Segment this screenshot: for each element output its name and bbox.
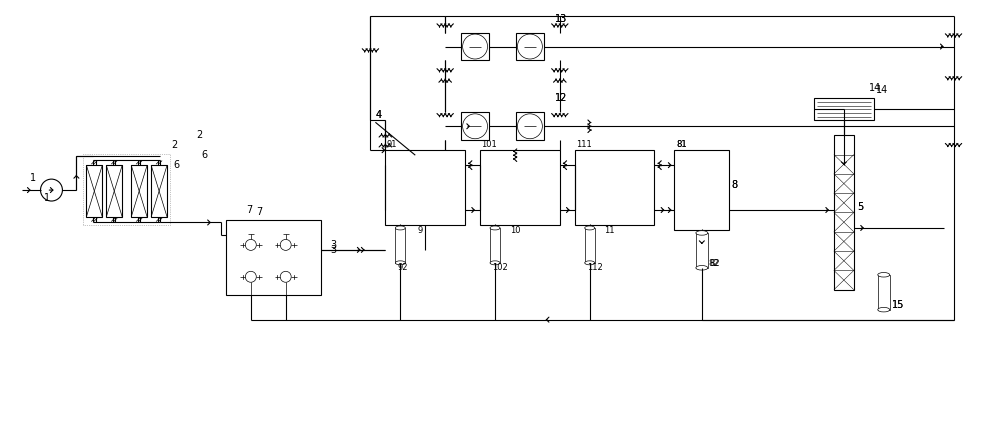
Text: 82: 82 <box>710 259 720 268</box>
Bar <box>585 228 595 263</box>
Ellipse shape <box>585 226 595 230</box>
Text: 4: 4 <box>375 110 382 120</box>
Bar <box>516 33 544 60</box>
Bar <box>106 165 122 217</box>
Ellipse shape <box>696 231 708 235</box>
Text: 14: 14 <box>876 85 888 95</box>
Text: 13: 13 <box>555 14 567 24</box>
Ellipse shape <box>585 261 595 265</box>
Text: 6: 6 <box>201 150 207 160</box>
Text: 91: 91 <box>386 140 397 149</box>
Bar <box>575 150 654 225</box>
Bar <box>480 150 560 225</box>
Text: 14: 14 <box>869 83 881 94</box>
Text: 101: 101 <box>481 140 497 149</box>
Text: 15: 15 <box>892 300 904 310</box>
Text: 1: 1 <box>30 173 36 183</box>
Text: 15: 15 <box>892 300 904 310</box>
Circle shape <box>517 34 542 59</box>
Text: 8: 8 <box>731 180 737 190</box>
Circle shape <box>280 271 291 282</box>
Text: 11: 11 <box>604 226 615 235</box>
Bar <box>151 165 167 217</box>
Text: 2: 2 <box>196 130 202 140</box>
Text: 5: 5 <box>857 202 863 212</box>
Bar <box>226 220 321 295</box>
Bar <box>83 154 170 225</box>
Text: 81: 81 <box>676 140 687 149</box>
Bar <box>395 228 405 263</box>
Text: 12: 12 <box>555 94 567 103</box>
Bar <box>86 165 102 217</box>
Bar <box>385 150 465 225</box>
Text: 5: 5 <box>857 202 863 212</box>
Circle shape <box>517 114 542 139</box>
Text: 7: 7 <box>246 205 252 215</box>
Circle shape <box>463 114 488 139</box>
Bar <box>461 33 489 60</box>
Bar <box>490 228 500 263</box>
Circle shape <box>245 239 256 250</box>
Text: 92: 92 <box>397 263 408 272</box>
Text: 4: 4 <box>375 110 382 120</box>
Ellipse shape <box>878 272 890 277</box>
Text: 13: 13 <box>555 14 567 24</box>
Bar <box>814 98 874 120</box>
Bar <box>696 233 708 268</box>
Circle shape <box>280 239 291 250</box>
Circle shape <box>463 34 488 59</box>
Bar <box>834 135 854 290</box>
Circle shape <box>245 271 256 282</box>
Ellipse shape <box>395 226 405 230</box>
Text: 6: 6 <box>173 160 179 170</box>
Text: 3: 3 <box>331 240 337 250</box>
Bar <box>878 275 890 310</box>
Bar <box>516 112 544 140</box>
Text: 10: 10 <box>510 226 520 235</box>
Text: 112: 112 <box>587 263 602 272</box>
Ellipse shape <box>490 226 500 230</box>
Text: 81: 81 <box>676 140 687 149</box>
Ellipse shape <box>490 261 500 265</box>
Text: 12: 12 <box>555 94 567 103</box>
Ellipse shape <box>395 261 405 265</box>
Bar <box>131 165 147 217</box>
Text: 7: 7 <box>256 207 262 217</box>
Circle shape <box>41 179 62 201</box>
Ellipse shape <box>878 307 890 312</box>
Ellipse shape <box>696 266 708 270</box>
Text: 111: 111 <box>576 140 592 149</box>
Text: 2: 2 <box>171 140 177 150</box>
Text: 82: 82 <box>709 259 719 268</box>
Text: 102: 102 <box>492 263 508 272</box>
Bar <box>461 112 489 140</box>
Text: 3: 3 <box>331 245 337 255</box>
Bar <box>674 150 729 230</box>
Text: 8: 8 <box>731 180 737 190</box>
Text: 1: 1 <box>43 193 50 203</box>
Text: 9: 9 <box>418 226 423 235</box>
